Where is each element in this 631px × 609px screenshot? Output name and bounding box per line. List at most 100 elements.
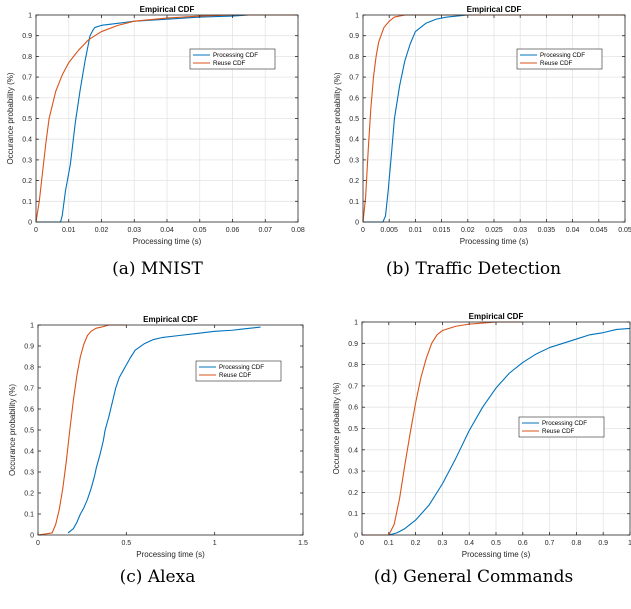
x-tick-label: 0 (36, 540, 40, 547)
x-axis-label: Processing time (s) (136, 550, 205, 559)
plot-area (38, 325, 303, 535)
x-tick-label: 0.04 (160, 227, 174, 234)
y-axis-label: Occurance probability (%) (333, 72, 342, 164)
y-tick-label: 1 (355, 13, 359, 20)
x-tick-label: 0.1 (384, 540, 394, 547)
x-tick-label: 0.6 (518, 540, 528, 547)
chart-panel-c: 0 0.5 1 1.5 0 0.1 0.2 0.3 0.4 0.5 0.6 0.7 0.8 0.9 1 Emp… (0, 309, 315, 609)
y-tick-label: 0.4 (349, 137, 359, 144)
y-tick-label: 0 (30, 533, 34, 540)
y-tick-label: 1 (354, 320, 358, 327)
legend-label-processing: Processing CDF (213, 52, 258, 59)
y-tick-label: 0.5 (348, 426, 358, 433)
y-tick-label: 0.3 (22, 157, 32, 164)
legend-box (189, 48, 276, 70)
series-line-processing (67, 326, 261, 534)
x-tick-label: 0.01 (62, 227, 76, 234)
legend-box (518, 416, 605, 438)
y-tick-label: 0.1 (24, 512, 34, 519)
chart-c: 0 0.5 1 1.5 0 0.1 0.2 0.3 0.4 0.5 0.6 0.7 0.8 0.9 1 Emp… (8, 315, 308, 559)
y-tick-label: 0.2 (348, 490, 358, 497)
x-tick-label: 0.01 (409, 227, 423, 234)
y-tick-label: 0.3 (24, 470, 34, 477)
chart-panel-d: 0 0.1 0.2 0.3 0.4 0.5 0.6 0.7 0.8 0.9 1 0 0.1 0.2 0.3 0… (316, 309, 631, 609)
x-tick-label: 0.5 (121, 540, 131, 547)
x-tick-label: 0 (361, 227, 365, 234)
x-tick-label: 0.03 (513, 227, 527, 234)
x-tick-label: 0.025 (485, 227, 503, 234)
legend-label-processing: Processing CDF (219, 364, 264, 371)
chart-d: 0 0.1 0.2 0.3 0.4 0.5 0.6 0.7 0.8 0.9 1 0 0.1 0.2 0.3 0… (332, 312, 631, 559)
x-tick-label: 0.5 (491, 540, 501, 547)
y-tick-label: 0.7 (349, 75, 359, 82)
chart-title: Empirical CDF (469, 312, 524, 321)
legend-label-reuse: Reuse CDF (213, 60, 246, 67)
y-tick-label: 0.2 (349, 178, 359, 185)
y-tick-label: 0.6 (349, 95, 359, 102)
legend-box (195, 360, 282, 382)
x-tick-label: 0.08 (291, 227, 305, 234)
y-tick-label: 0.7 (24, 386, 34, 393)
chart-title: Empirical CDF (140, 5, 195, 14)
x-tick-label: 0.04 (566, 227, 580, 234)
x-tick-label: 0.07 (258, 227, 272, 234)
x-tick-label: 0.7 (545, 540, 555, 547)
x-axis-label: Processing time (s) (133, 237, 202, 246)
y-tick-label: 0.9 (22, 33, 32, 40)
series-line-reuse (37, 324, 127, 536)
y-tick-label: 0.9 (348, 341, 358, 348)
y-axis-label: Occurance probability (%) (332, 382, 341, 474)
series-line-processing (363, 14, 625, 223)
x-tick-label: 1.5 (298, 540, 308, 547)
x-axis-label: Processing time (s) (460, 237, 529, 246)
y-tick-label: 1 (28, 13, 32, 20)
y-tick-label: 0.5 (24, 428, 34, 435)
series-line-reuse (362, 321, 523, 536)
x-tick-label: 0.4 (464, 540, 474, 547)
chart-title: Empirical CDF (143, 315, 198, 324)
chart-panel-b: 0 0.005 0.01 0.015 0.02 0.025 0.03 0.035 0.04 0.0… (316, 0, 631, 300)
legend-box (516, 48, 603, 70)
y-tick-label: 0.5 (349, 116, 359, 123)
y-tick-label: 0 (28, 220, 32, 227)
caption-a: (a) MNIST (112, 259, 203, 279)
y-tick-label: 0.9 (349, 33, 359, 40)
y-tick-label: 0.1 (22, 199, 32, 206)
x-tick-label: 0.005 (380, 227, 398, 234)
legend-label-processing: Processing CDF (540, 52, 585, 59)
legend-label-reuse: Reuse CDF (219, 372, 252, 379)
caption-c: (c) Alexa (119, 567, 196, 587)
x-tick-label: 0 (360, 540, 364, 547)
caption-b: (b) Traffic Detection (385, 259, 562, 279)
y-tick-label: 0 (355, 220, 359, 227)
x-tick-label: 0.05 (618, 227, 631, 234)
series-line-reuse (35, 14, 298, 223)
y-tick-label: 0.7 (348, 383, 358, 390)
y-tick-label: 0.8 (24, 365, 34, 372)
x-tick-label: 0.3 (438, 540, 448, 547)
y-tick-label: 0.9 (24, 344, 34, 351)
x-tick-label: 0.015 (433, 227, 451, 234)
y-tick-label: 0.4 (24, 449, 34, 456)
y-tick-label: 0.7 (22, 75, 32, 82)
y-tick-label: 0.2 (22, 178, 32, 185)
x-tick-label: 0.06 (226, 227, 240, 234)
chart-title: Empirical CDF (467, 5, 522, 14)
y-tick-label: 0.8 (22, 54, 32, 61)
y-axis-label: Occurance probability (%) (8, 384, 17, 476)
y-tick-label: 1 (30, 323, 34, 330)
x-tick-label: 0.05 (193, 227, 207, 234)
y-tick-label: 0.8 (348, 362, 358, 369)
chart-panel-a: 0 0.01 0.02 0.03 0.04 0.05 0.06 0.07 0.08 0 0.1 0.2… (0, 0, 315, 300)
y-tick-label: 0.4 (22, 137, 32, 144)
y-axis-label: Occurance probability (%) (6, 72, 15, 164)
series-line-processing (362, 327, 631, 536)
y-tick-label: 0 (354, 533, 358, 540)
x-tick-label: 1 (213, 540, 217, 547)
x-axis-label: Processing time (s) (462, 550, 531, 559)
y-tick-label: 0.2 (24, 491, 34, 498)
